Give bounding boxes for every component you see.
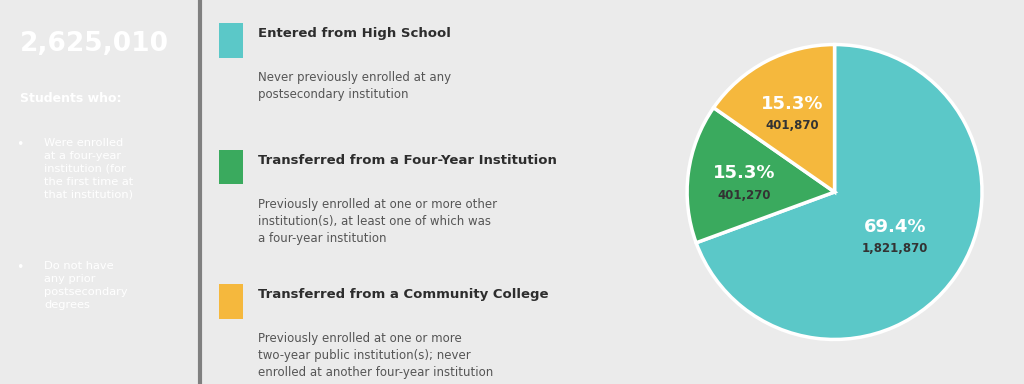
Text: 1,821,870: 1,821,870 [862,242,928,255]
Wedge shape [687,108,835,243]
Text: •: • [16,138,24,151]
Text: Entered from High School: Entered from High School [258,27,451,40]
Wedge shape [696,45,982,339]
Text: Do not have
any prior
postsecondary
degrees: Do not have any prior postsecondary degr… [44,261,128,310]
Text: 2,625,010: 2,625,010 [20,31,169,57]
FancyBboxPatch shape [219,23,243,58]
Text: 401,270: 401,270 [717,189,771,202]
Text: •: • [16,261,24,274]
Text: Never previously enrolled at any
postsecondary institution: Never previously enrolled at any postsec… [258,71,451,101]
Text: 69.4%: 69.4% [864,218,927,236]
Text: Previously enrolled at one or more other
institution(s), at least one of which w: Previously enrolled at one or more other… [258,198,497,245]
Text: Transferred from a Community College: Transferred from a Community College [258,288,548,301]
Text: Transferred from a Four-Year Institution: Transferred from a Four-Year Institution [258,154,556,167]
Text: 15.3%: 15.3% [713,164,775,182]
FancyBboxPatch shape [219,150,243,184]
Text: Were enrolled
at a four-year
institution (for
the first time at
that institution: Were enrolled at a four-year institution… [44,138,133,199]
Wedge shape [714,45,835,192]
Text: Students who:: Students who: [20,92,122,105]
Text: Previously enrolled at one or more
two-year public institution(s); never
enrolle: Previously enrolled at one or more two-y… [258,332,493,379]
Text: 15.3%: 15.3% [761,94,823,113]
FancyBboxPatch shape [219,284,243,319]
Text: 401,870: 401,870 [766,119,819,132]
